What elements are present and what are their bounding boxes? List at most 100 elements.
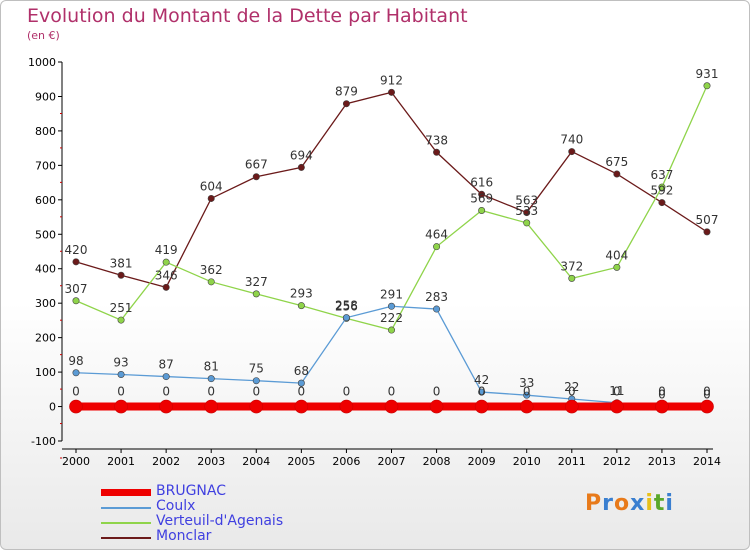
- data-point: [613, 170, 621, 178]
- data-point: [564, 399, 579, 414]
- data-label: 0: [703, 385, 711, 399]
- data-point: [429, 399, 444, 414]
- y-tick-label: 900: [35, 90, 56, 103]
- data-point: [162, 373, 170, 381]
- y-tick-label: 100: [35, 366, 56, 379]
- y-tick-label: -100: [31, 435, 56, 448]
- data-label: 98: [68, 354, 83, 368]
- legend: BRUGNAC Coulx Verteuil-d'Agenais Monclar: [101, 483, 341, 545]
- data-point: [703, 82, 711, 90]
- data-label: 256: [335, 299, 358, 313]
- data-point: [297, 379, 305, 387]
- data-point: [207, 278, 215, 286]
- legend-label: Monclar: [156, 528, 212, 544]
- data-point: [655, 399, 669, 414]
- data-label: 0: [478, 385, 486, 399]
- data-label: 346: [155, 268, 178, 282]
- legend-swatch: [101, 489, 151, 496]
- legend-item: Verteuil-d'Agenais: [101, 513, 341, 530]
- data-point: [252, 377, 260, 385]
- data-label: 75: [249, 362, 264, 376]
- data-point: [568, 148, 576, 156]
- data-point: [523, 209, 531, 217]
- logo-letter: i: [645, 491, 654, 516]
- x-tick-label: 2012: [603, 455, 631, 468]
- data-point: [523, 219, 531, 227]
- chart-subtitle: (en €): [27, 29, 60, 42]
- y-tick-label: 1000: [28, 56, 56, 69]
- data-label: 0: [433, 385, 441, 399]
- data-label: 0: [162, 385, 170, 399]
- data-point: [69, 399, 83, 414]
- data-label: 251: [110, 301, 133, 315]
- y-tick-label: 800: [35, 125, 56, 138]
- y-tick-label: 300: [35, 297, 56, 310]
- x-tick-label: 2002: [152, 455, 180, 468]
- data-label: 293: [290, 287, 313, 301]
- data-label: 464: [425, 228, 448, 242]
- x-tick-label: 2000: [62, 455, 90, 468]
- data-label: 931: [696, 67, 719, 81]
- data-point: [117, 316, 125, 324]
- data-label: 87: [159, 358, 174, 372]
- data-point: [204, 399, 219, 414]
- data-point: [700, 399, 714, 414]
- data-label: 879: [335, 85, 358, 99]
- data-label: 507: [696, 213, 719, 227]
- legend-label: BRUGNAC: [156, 483, 227, 499]
- x-tick-label: 2011: [558, 455, 586, 468]
- data-point: [433, 305, 441, 313]
- data-point: [613, 263, 621, 271]
- data-label: 381: [110, 256, 133, 270]
- data-label: 93: [113, 356, 128, 370]
- data-label: 42: [474, 373, 489, 387]
- legend-item: Coulx: [101, 498, 341, 515]
- data-label: 419: [155, 243, 178, 257]
- data-point: [159, 399, 173, 414]
- data-point: [294, 399, 309, 414]
- data-label: 694: [290, 148, 313, 162]
- data-point: [474, 399, 489, 414]
- logo-letter: r: [602, 491, 614, 516]
- data-label: 740: [560, 133, 583, 147]
- data-point: [114, 399, 128, 414]
- data-label: 307: [65, 282, 88, 296]
- data-label: 675: [605, 155, 628, 169]
- proxiti-logo: Proxiti: [585, 491, 674, 516]
- data-label: 0: [207, 385, 215, 399]
- data-label: 0: [658, 385, 666, 399]
- data-point: [478, 206, 486, 214]
- data-label: 372: [560, 259, 583, 273]
- data-point: [252, 290, 260, 298]
- data-label: 11: [609, 384, 624, 398]
- data-label: 81: [204, 360, 219, 374]
- data-label: 0: [298, 385, 306, 399]
- logo-letter: P: [585, 491, 603, 516]
- data-label: 0: [72, 385, 80, 399]
- data-label: 0: [658, 388, 666, 402]
- data-point: [207, 375, 215, 383]
- data-point: [610, 399, 624, 414]
- data-point: [433, 243, 441, 251]
- y-tick-label: 700: [35, 159, 56, 172]
- data-label: 0: [568, 385, 576, 399]
- data-point: [342, 314, 350, 322]
- data-point: [387, 88, 395, 96]
- data-label: 0: [703, 388, 711, 402]
- data-label: 327: [245, 275, 268, 289]
- legend-item: Monclar: [101, 528, 341, 545]
- x-tick-label: 2005: [287, 455, 315, 468]
- data-point: [703, 228, 711, 236]
- x-tick-label: 2003: [197, 455, 225, 468]
- y-tick-label: 600: [35, 194, 56, 207]
- data-point: [117, 271, 125, 279]
- x-tick-label: 2008: [423, 455, 451, 468]
- data-point: [297, 163, 305, 171]
- data-label: 22: [564, 380, 579, 394]
- x-tick-label: 2009: [468, 455, 496, 468]
- data-label: 616: [470, 175, 493, 189]
- y-tick-label: 400: [35, 263, 56, 276]
- data-point: [342, 100, 350, 108]
